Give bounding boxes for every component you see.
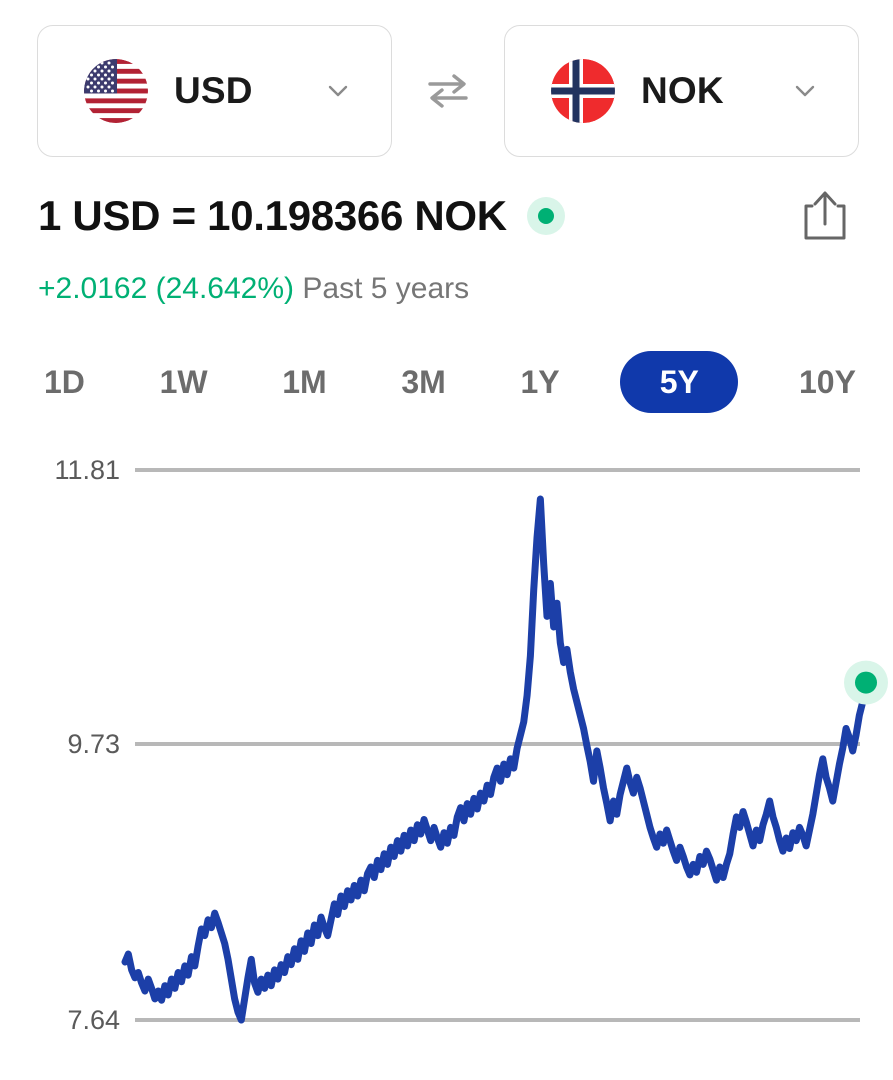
time-range-tabs: 1D 1W 1M 3M 1Y 5Y 10Y [30, 348, 870, 416]
rate-change-value: +2.0162 (24.642%) [38, 272, 295, 305]
y-axis-tick-middle: 9.73 [67, 729, 120, 759]
rate-history-chart [0, 430, 893, 1060]
chevron-down-icon[interactable] [792, 78, 818, 104]
rate-change-row: +2.0162 (24.642%) Past 5 years [38, 272, 469, 306]
tab-3m[interactable]: 3M [401, 364, 446, 400]
tab-1m[interactable]: 1M [282, 364, 327, 400]
y-axis-tick-top: 11.81 [54, 455, 120, 485]
to-currency-selector[interactable]: NOK [504, 25, 859, 157]
tab-1y[interactable]: 1Y [520, 364, 560, 400]
from-currency-selector[interactable]: USD [37, 25, 392, 157]
currency-selector-row: USD [0, 25, 893, 157]
live-indicator-dot [526, 197, 565, 235]
no-flag-icon [551, 59, 615, 123]
to-currency-code: NOK [641, 70, 724, 111]
rate-headline: 1 USD = 10.198366 NOK [38, 192, 507, 239]
swap-arrows-icon[interactable] [420, 63, 476, 119]
tab-1d[interactable]: 1D [44, 364, 85, 400]
us-flag-icon [84, 59, 148, 123]
tab-5y[interactable]: 5Y [620, 351, 739, 413]
endpoint-marker [855, 671, 877, 694]
rate-line-series [121, 495, 870, 1024]
live-dot-core [537, 208, 554, 224]
tab-1w[interactable]: 1W [159, 364, 208, 400]
rate-headline-row: 1 USD = 10.198366 NOK [38, 192, 565, 240]
rate-change-period: Past 5 years [302, 272, 470, 305]
share-button[interactable] [799, 188, 851, 244]
from-currency-code: USD [174, 70, 253, 111]
y-axis-tick-bottom: 7.64 [67, 1005, 120, 1035]
chevron-down-icon[interactable] [325, 78, 351, 104]
tab-10y[interactable]: 10Y [798, 364, 856, 400]
chart-canvas[interactable] [0, 430, 893, 1060]
